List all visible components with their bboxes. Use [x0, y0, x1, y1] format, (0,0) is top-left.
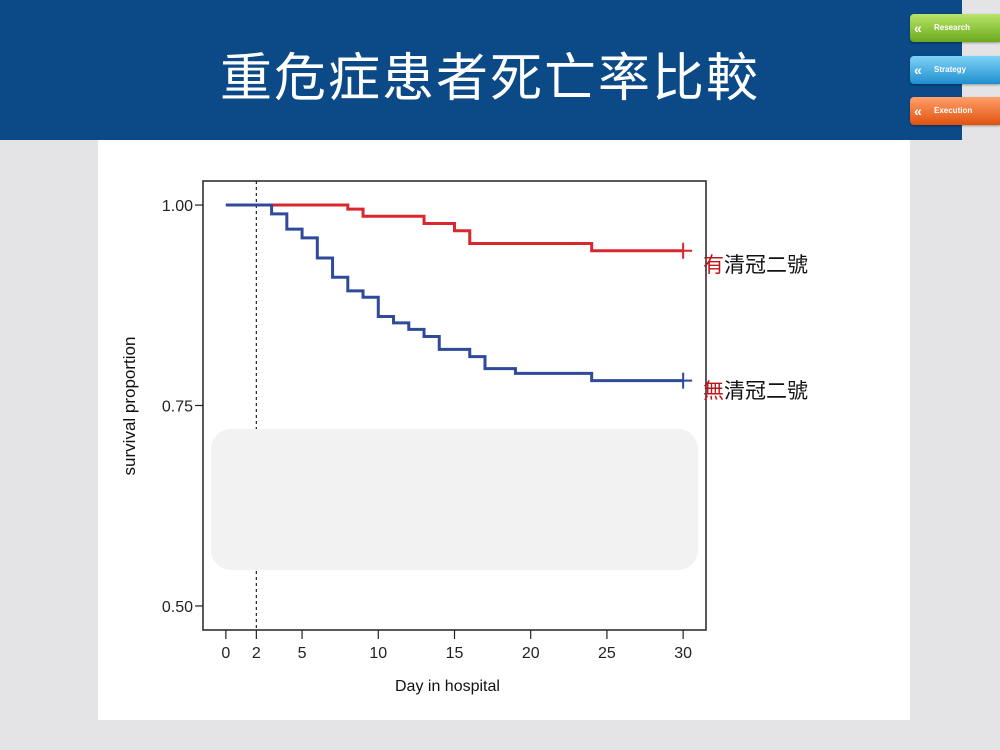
series-label-without: 無清冠二號 [703, 375, 808, 405]
y-axis-title: survival proportion [120, 336, 139, 476]
x-tick-label: 2 [252, 645, 261, 662]
chevron-left-icon: « [914, 20, 922, 36]
blank-overlay [211, 429, 698, 570]
x-tick-label: 15 [446, 645, 464, 662]
series-label-without-prefix: 無 [703, 379, 724, 403]
x-axis-ticks: 0 2 5 10 15 20 25 30 [221, 630, 692, 662]
tab-execution[interactable]: « Execution [910, 97, 1000, 125]
tab-strategy-label: Strategy [934, 65, 967, 74]
series-layer [225, 203, 693, 389]
tab-research-label: Research [934, 23, 971, 32]
title-bar [0, 0, 962, 140]
y-tick-label: 0.50 [162, 599, 193, 616]
chevron-left-icon: « [914, 103, 922, 119]
x-axis-title: Day in hospital [395, 678, 500, 695]
series-line-with [225, 203, 684, 253]
y-axis-ticks: 0.50 0.75 1.00 [162, 198, 203, 616]
x-tick-label: 30 [674, 645, 692, 662]
x-tick-label: 25 [598, 645, 616, 662]
series-label-without-suffix: 清冠二號 [724, 379, 808, 403]
series-label-with: 有清冠二號 [703, 249, 808, 279]
series-label-with-prefix: 有 [703, 253, 724, 277]
chevron-left-icon: « [914, 62, 922, 78]
tab-research[interactable]: « Research [910, 14, 1000, 42]
side-tabs: « Research « Strategy « Execution [905, 0, 1000, 140]
tab-strategy[interactable]: « Strategy [910, 56, 1000, 84]
series-line-without [225, 203, 684, 383]
x-tick-label: 0 [221, 645, 230, 662]
y-tick-label: 1.00 [162, 198, 193, 215]
y-tick-label: 0.75 [162, 399, 193, 416]
series-label-with-suffix: 清冠二號 [724, 253, 808, 277]
x-tick-label: 20 [522, 645, 540, 662]
x-tick-label: 5 [298, 645, 307, 662]
x-tick-label: 10 [369, 645, 387, 662]
tab-execution-label: Execution [934, 106, 973, 115]
slide-title: 重危症患者死亡率比較 [219, 49, 760, 109]
